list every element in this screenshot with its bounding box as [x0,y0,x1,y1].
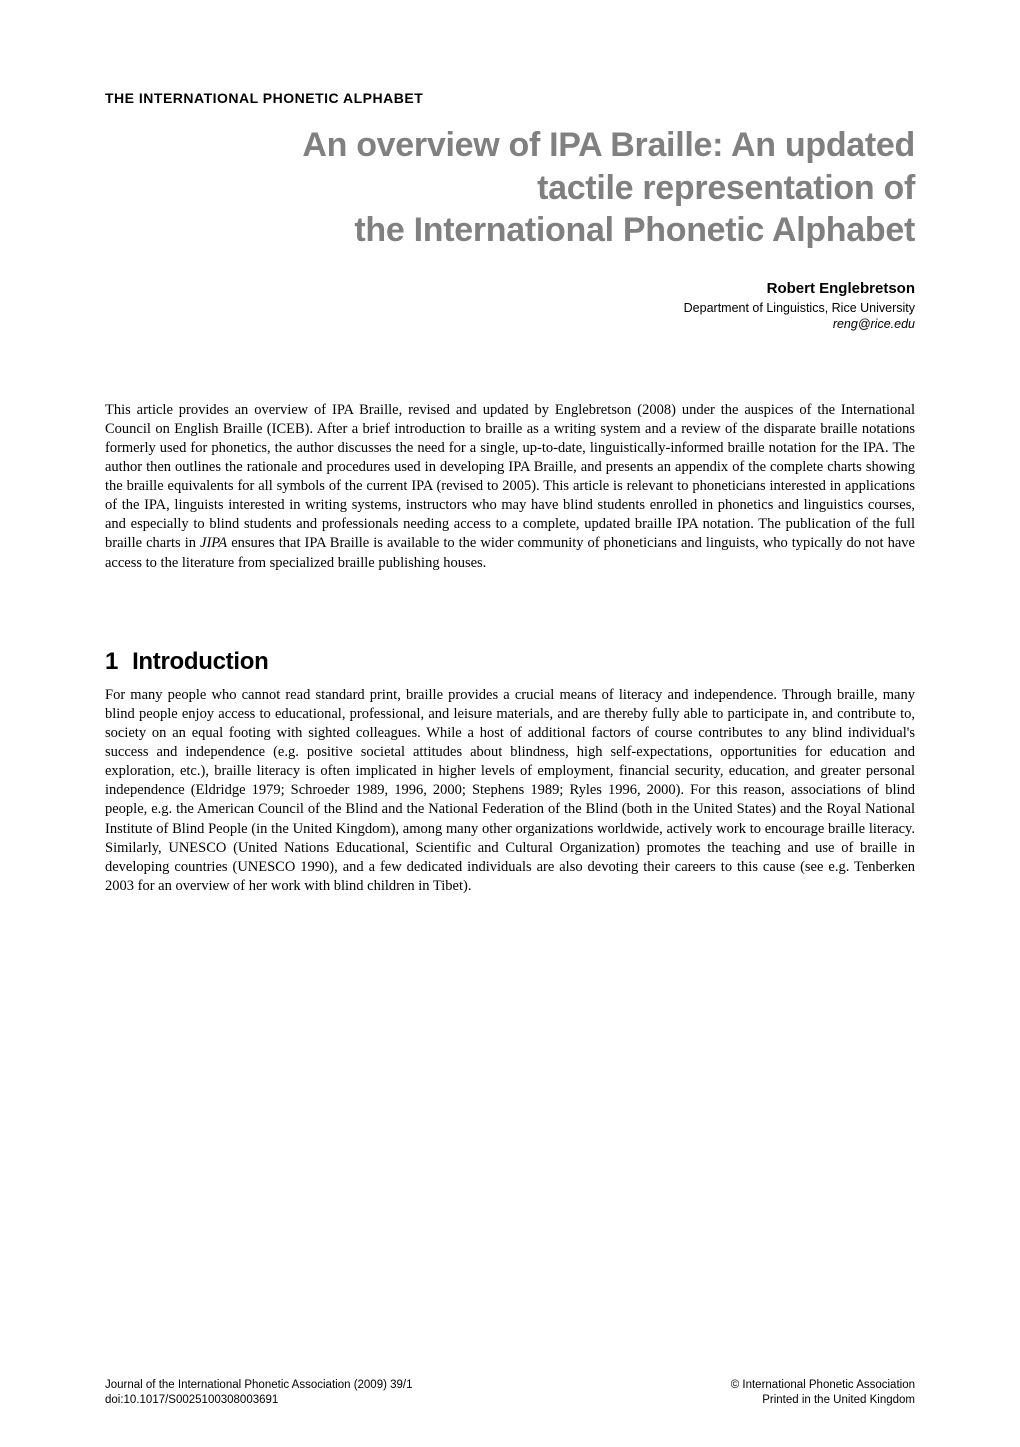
author-name: Robert Englebretson [105,280,915,297]
abstract: This article provides an overview of IPA… [105,401,915,573]
journal-info: Journal of the International Phonetic As… [105,1378,413,1394]
doi: doi:10.1017/S0025100308003691 [105,1393,413,1409]
title-line-2: tactile representation of [537,169,915,207]
page-footer: Journal of the International Phonetic As… [105,1378,915,1409]
heading-text: Introduction [132,648,268,675]
heading-number: 1 [105,648,118,675]
section-label: THE INTERNATIONAL PHONETIC ALPHABET [105,90,915,106]
footer-right: © International Phonetic Association Pri… [731,1378,915,1409]
abstract-text-1: This article provides an overview of IPA… [105,402,915,552]
body-paragraph: For many people who cannot read standard… [105,686,915,896]
footer-left: Journal of the International Phonetic As… [105,1378,413,1409]
title-line-1: An overview of IPA Braille: An updated [302,126,915,164]
author-affiliation: Department of Linguistics, Rice Universi… [105,301,915,315]
article-title: An overview of IPA Braille: An updated t… [105,124,915,252]
section-heading: 1 Introduction [105,648,915,676]
abstract-italic: JIPA [200,535,227,551]
copyright: © International Phonetic Association [731,1378,915,1394]
author-email: reng@rice.edu [105,317,915,331]
abstract-text-2: ensures that IPA Braille is available to… [105,535,915,570]
print-location: Printed in the United Kingdom [731,1393,915,1409]
title-line-3: the International Phonetic Alphabet [354,211,915,249]
